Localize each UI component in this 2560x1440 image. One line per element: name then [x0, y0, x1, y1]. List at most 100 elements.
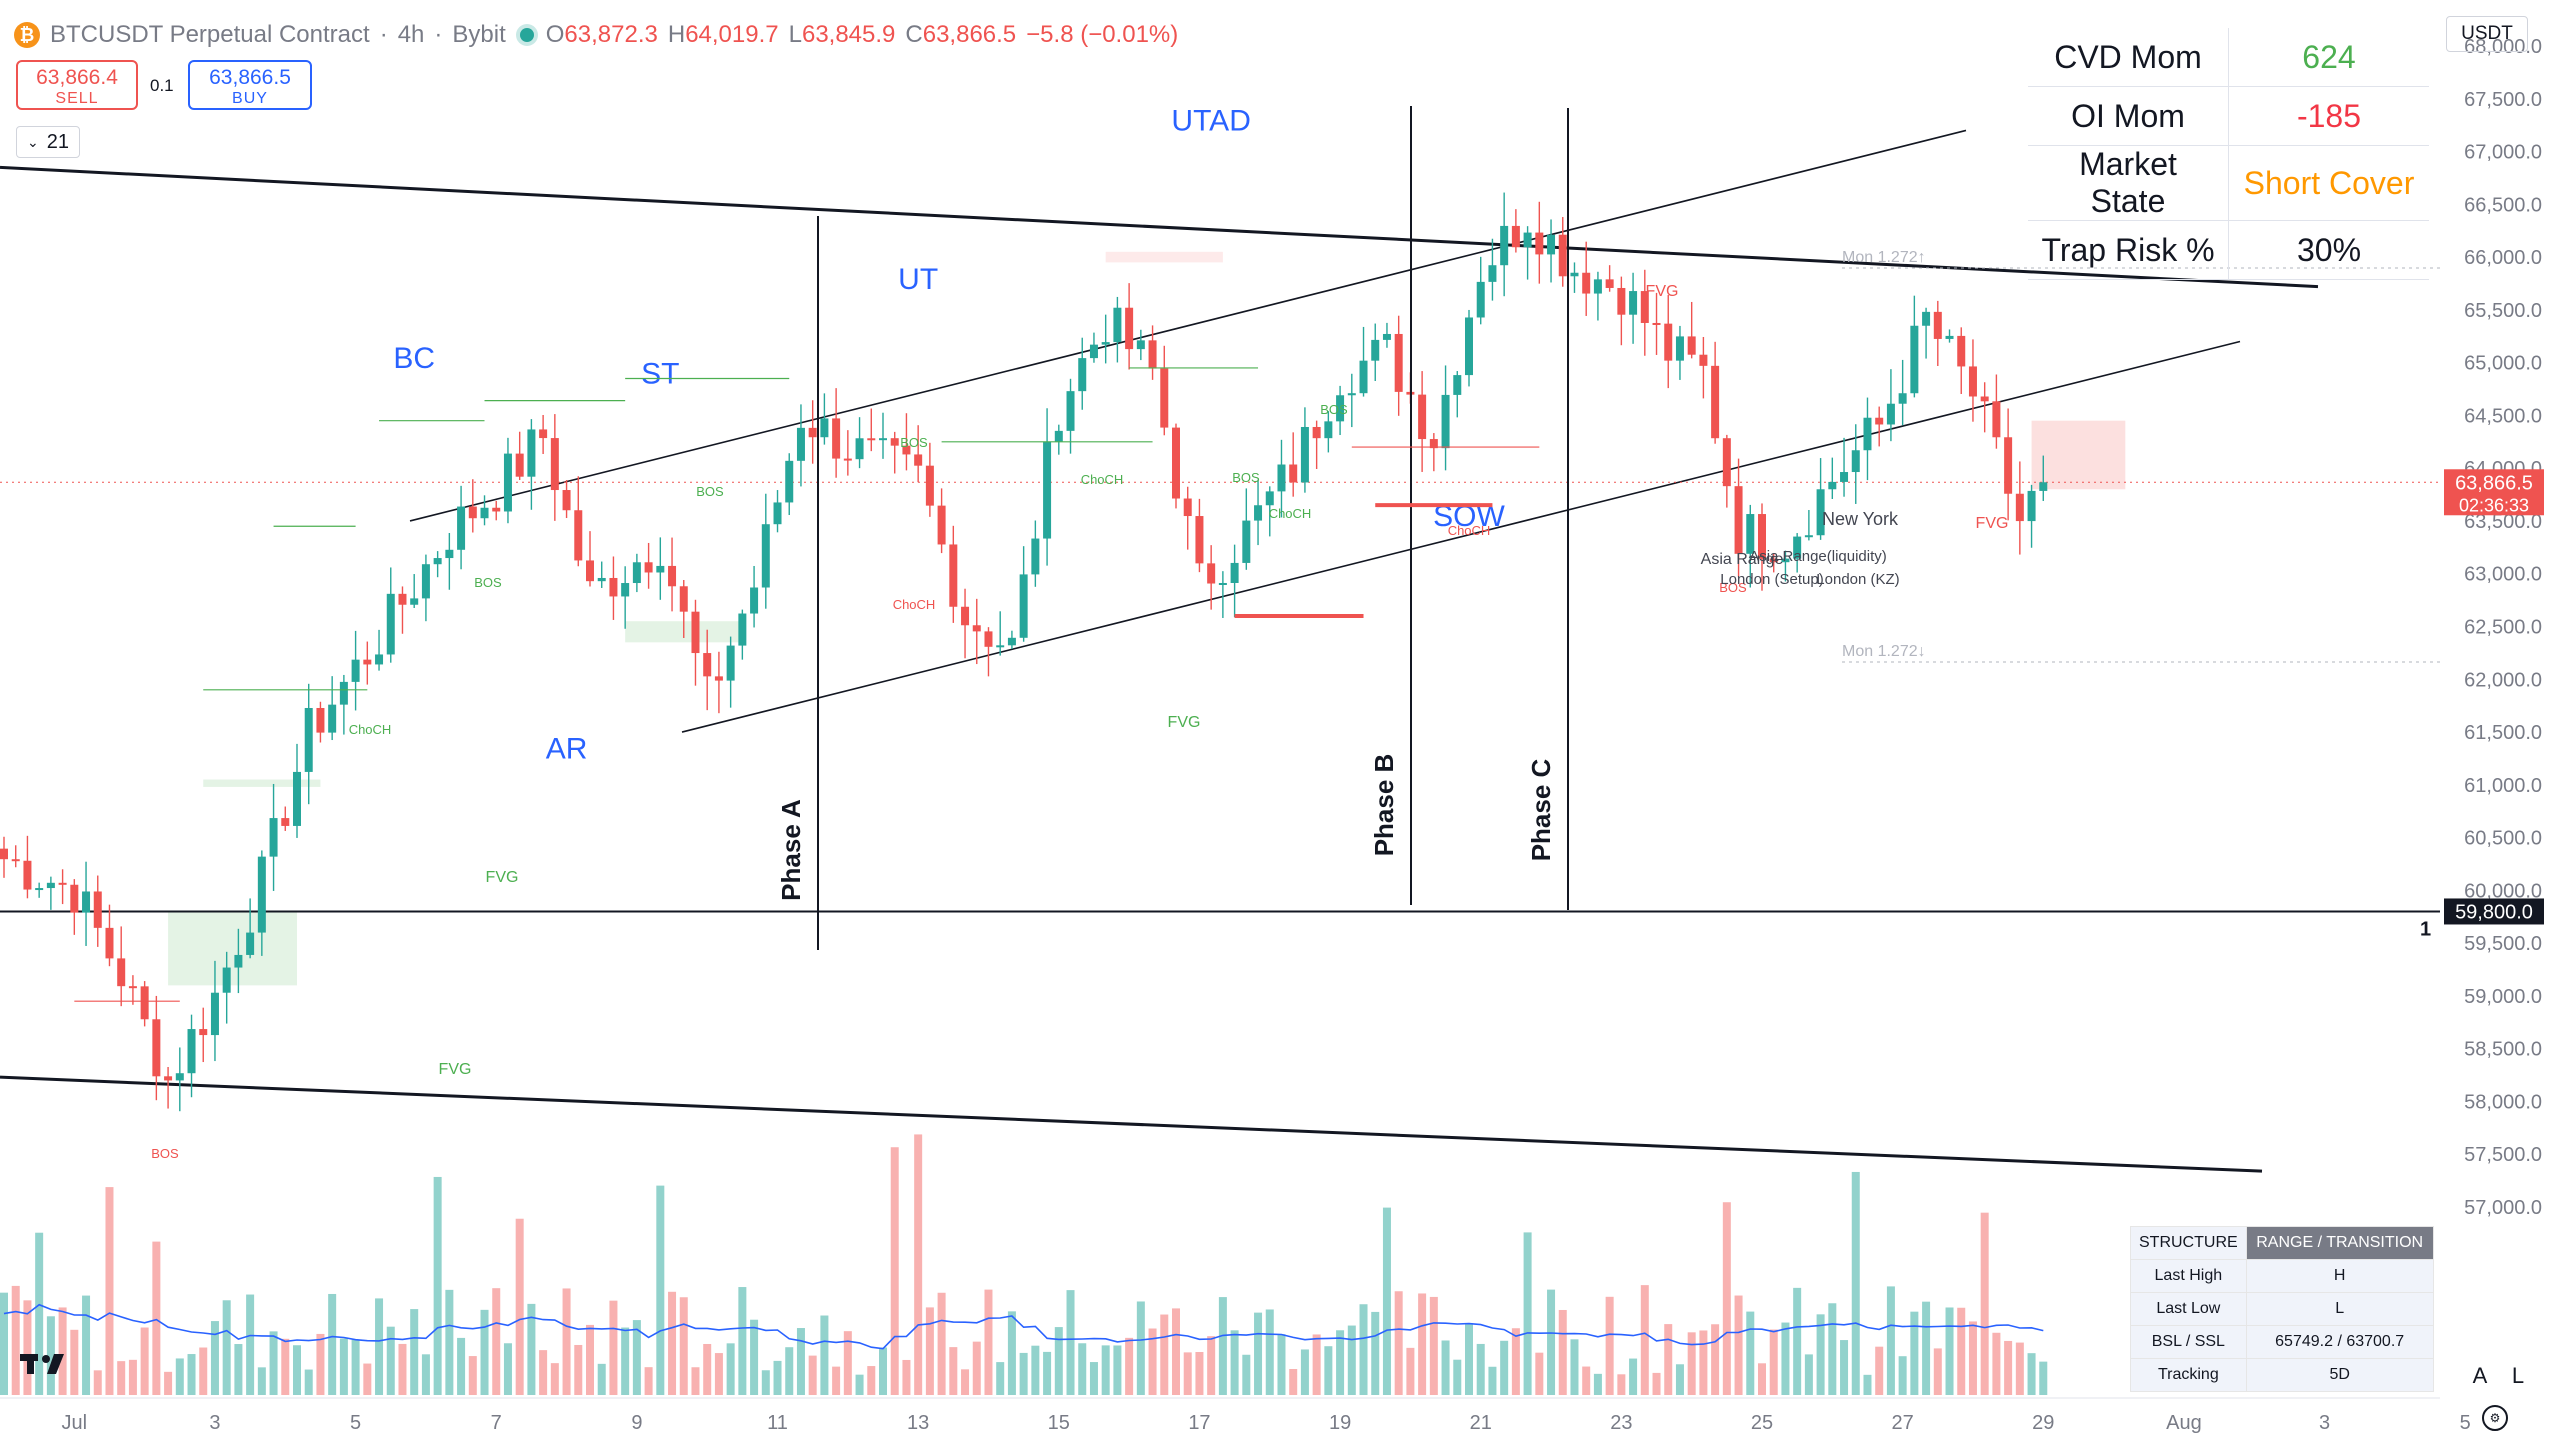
y-tick-label: 59,000.0 [2464, 986, 2542, 1008]
candle-body [843, 458, 852, 461]
y-tick-label: 63,000.0 [2464, 564, 2542, 586]
volume-bar [2039, 1361, 2048, 1395]
interval-label[interactable]: 4h [397, 21, 425, 48]
currency-selector[interactable]: USDT [2446, 16, 2528, 52]
volume-bar [1734, 1295, 1743, 1395]
volume-bar [1523, 1232, 1532, 1395]
buy-button[interactable]: 63,866.5 BUY [188, 60, 312, 110]
volume-bar [1922, 1301, 1931, 1395]
change-value: −5.8 (−0.01%) [1026, 21, 1179, 48]
candle-body [93, 891, 102, 928]
volume-bar [117, 1361, 126, 1395]
buy-price: 63,866.5 [209, 66, 291, 89]
sell-button[interactable]: 63,866.4 SELL [16, 60, 138, 110]
volume-bar [152, 1241, 161, 1395]
volume-bar [128, 1359, 137, 1395]
candle-body [1441, 394, 1450, 449]
x-tick-label: 7 [491, 1412, 502, 1434]
session-label: New York [1822, 509, 1899, 529]
candle-body [1336, 395, 1345, 422]
x-tick-label: 25 [1751, 1412, 1773, 1434]
candle-body [187, 1029, 196, 1074]
candle-body [750, 587, 759, 614]
volume-bar [351, 1339, 360, 1395]
volume-bar [1687, 1332, 1696, 1395]
volume-bar [1875, 1346, 1884, 1395]
volume-bar [1289, 1368, 1298, 1395]
candle-body [1511, 225, 1520, 248]
candle-body [925, 465, 934, 506]
x-tick-label: 3 [2319, 1412, 2330, 1434]
table-row: Last High H [2130, 1259, 2434, 1293]
y-tick-label: 64,500.0 [2464, 405, 2542, 427]
candle-body [2004, 437, 2013, 494]
gear-icon[interactable]: ⚙ [2482, 1405, 2508, 1431]
bsl-ssl-value: 65749.2 / 63700.7 [2245, 1325, 2434, 1359]
volume-bar [1160, 1314, 1169, 1395]
candle-body [562, 490, 571, 511]
candle-body [316, 707, 325, 733]
volume-bar [2004, 1340, 2013, 1395]
volume-bar [515, 1218, 524, 1395]
candle-body [23, 860, 32, 890]
tradingview-logo[interactable] [20, 1350, 72, 1376]
candle-body [1570, 272, 1579, 277]
volume-bar [140, 1327, 149, 1395]
candle-body [199, 1029, 208, 1036]
candle-body [808, 427, 817, 438]
volume-bar [586, 1324, 594, 1395]
y-tick-label: 65,000.0 [2464, 353, 2542, 375]
volume-bar [1980, 1212, 1989, 1395]
candle-body [1031, 538, 1040, 575]
candle-body [1793, 536, 1802, 559]
volume-bar [750, 1319, 759, 1395]
open-label: O [545, 21, 565, 48]
volume-bar [492, 1288, 501, 1395]
volume-bar [1793, 1287, 1802, 1395]
table-row: Tracking 5D [2130, 1358, 2434, 1392]
volume-bar [187, 1354, 196, 1395]
mon-label: Mon 1.272↑ [1842, 249, 1926, 266]
volume-bar [1629, 1358, 1638, 1395]
session-label: London (Setup) [1720, 571, 1823, 588]
volume-bar [1265, 1309, 1274, 1395]
volume-bar [1675, 1364, 1684, 1395]
y-tick-label: 57,000.0 [2464, 1197, 2542, 1219]
level-price-tag [2444, 898, 2544, 925]
volume-bar [398, 1343, 407, 1395]
candle-body [1558, 234, 1567, 277]
candle-body [1840, 472, 1849, 482]
volume-bar [35, 1232, 44, 1395]
symbol-name[interactable]: BTCUSDT Perpetual Contract [50, 21, 370, 48]
volume-bar [1007, 1311, 1016, 1395]
indicators-collapse-button[interactable]: ⌄ 21 [16, 126, 80, 158]
fvg-zone [168, 911, 297, 986]
candle-body [961, 606, 970, 626]
volume-bar [468, 1356, 477, 1395]
volume-bar [1582, 1366, 1591, 1395]
volume-bar [1394, 1291, 1403, 1395]
candle-body [1172, 427, 1180, 499]
candle-body [1242, 520, 1251, 563]
volume-bar [316, 1333, 325, 1395]
volume-bar [457, 1337, 466, 1395]
candle-body [1523, 232, 1532, 248]
volume-bar [222, 1300, 231, 1395]
volume-bar [339, 1338, 348, 1395]
candle-body [293, 771, 301, 826]
log-scale-button[interactable]: L [2511, 1363, 2525, 1388]
x-tick-label: 21 [1470, 1412, 1492, 1434]
candle-body [1265, 491, 1274, 506]
volume-bar [1324, 1346, 1333, 1395]
close-label: C [905, 21, 923, 48]
y-tick-label: 63,500.0 [2464, 511, 2542, 533]
last-low-label: Last Low [2130, 1292, 2247, 1326]
smc-label: ChoCH [1081, 472, 1124, 487]
candle-body [1535, 232, 1544, 255]
trend-line [409, 129, 1967, 522]
fvg-zone [203, 779, 321, 787]
candle-body [539, 429, 548, 439]
auto-scale-button[interactable]: A [2472, 1363, 2488, 1388]
candle-body [984, 631, 993, 647]
